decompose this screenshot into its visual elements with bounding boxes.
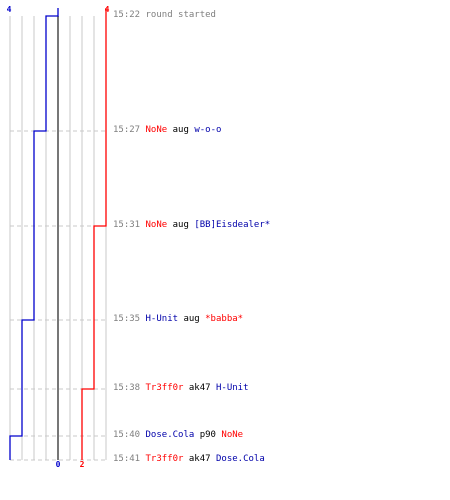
victim-name: *babba* [205, 314, 244, 324]
event-row: 15:31 NoNe aug [BB]Eisdealer* [113, 220, 270, 231]
event-time: 15:40 [113, 430, 141, 440]
event-text: round started [145, 10, 216, 20]
blue-start-count: 4 [7, 5, 12, 14]
victim-name: NoNe [221, 430, 244, 440]
event-time: 15:41 [113, 454, 141, 464]
red-team-line [81, 8, 107, 460]
attacker-name: H-Unit [145, 314, 179, 324]
victim-name: H-Unit [215, 383, 249, 393]
attacker-name: Dose.Cola [145, 430, 195, 440]
red-start-count: 4 [105, 5, 110, 14]
attacker-name: Tr3ff0r [145, 383, 184, 393]
event-row: 15:40 Dose.Cola p90 NoNe [113, 430, 243, 441]
weapon-name: p90 [199, 430, 216, 440]
weapon-name: aug [172, 220, 189, 230]
event-time: 15:35 [113, 314, 141, 324]
event-time: 15:22 [113, 10, 141, 20]
weapon-name: ak47 [188, 454, 211, 464]
victim-name: [BB]Eisdealer* [194, 220, 271, 230]
attacker-name: Tr3ff0r [145, 454, 184, 464]
event-row: 15:27 NoNe aug w-o-o [113, 125, 221, 136]
blue-team-line [9, 8, 59, 460]
blue-end-count: 0 [56, 460, 61, 469]
event-time: 15:27 [113, 125, 141, 135]
event-time: 15:38 [113, 383, 141, 393]
weapon-name: aug [172, 125, 189, 135]
event-row: 15:35 H-Unit aug *babba* [113, 314, 243, 325]
event-row: 15:22 round started [113, 10, 216, 21]
event-time: 15:31 [113, 220, 141, 230]
weapon-name: ak47 [188, 383, 211, 393]
event-row: 15:38 Tr3ff0r ak47 H-Unit [113, 383, 249, 394]
attacker-name: NoNe [145, 125, 168, 135]
victim-name: Dose.Cola [215, 454, 265, 464]
red-end-count: 2 [80, 460, 85, 469]
attacker-name: NoNe [145, 220, 168, 230]
weapon-name: aug [183, 314, 200, 324]
event-row: 15:41 Tr3ff0r ak47 Dose.Cola [113, 454, 265, 465]
victim-name: w-o-o [194, 125, 222, 135]
